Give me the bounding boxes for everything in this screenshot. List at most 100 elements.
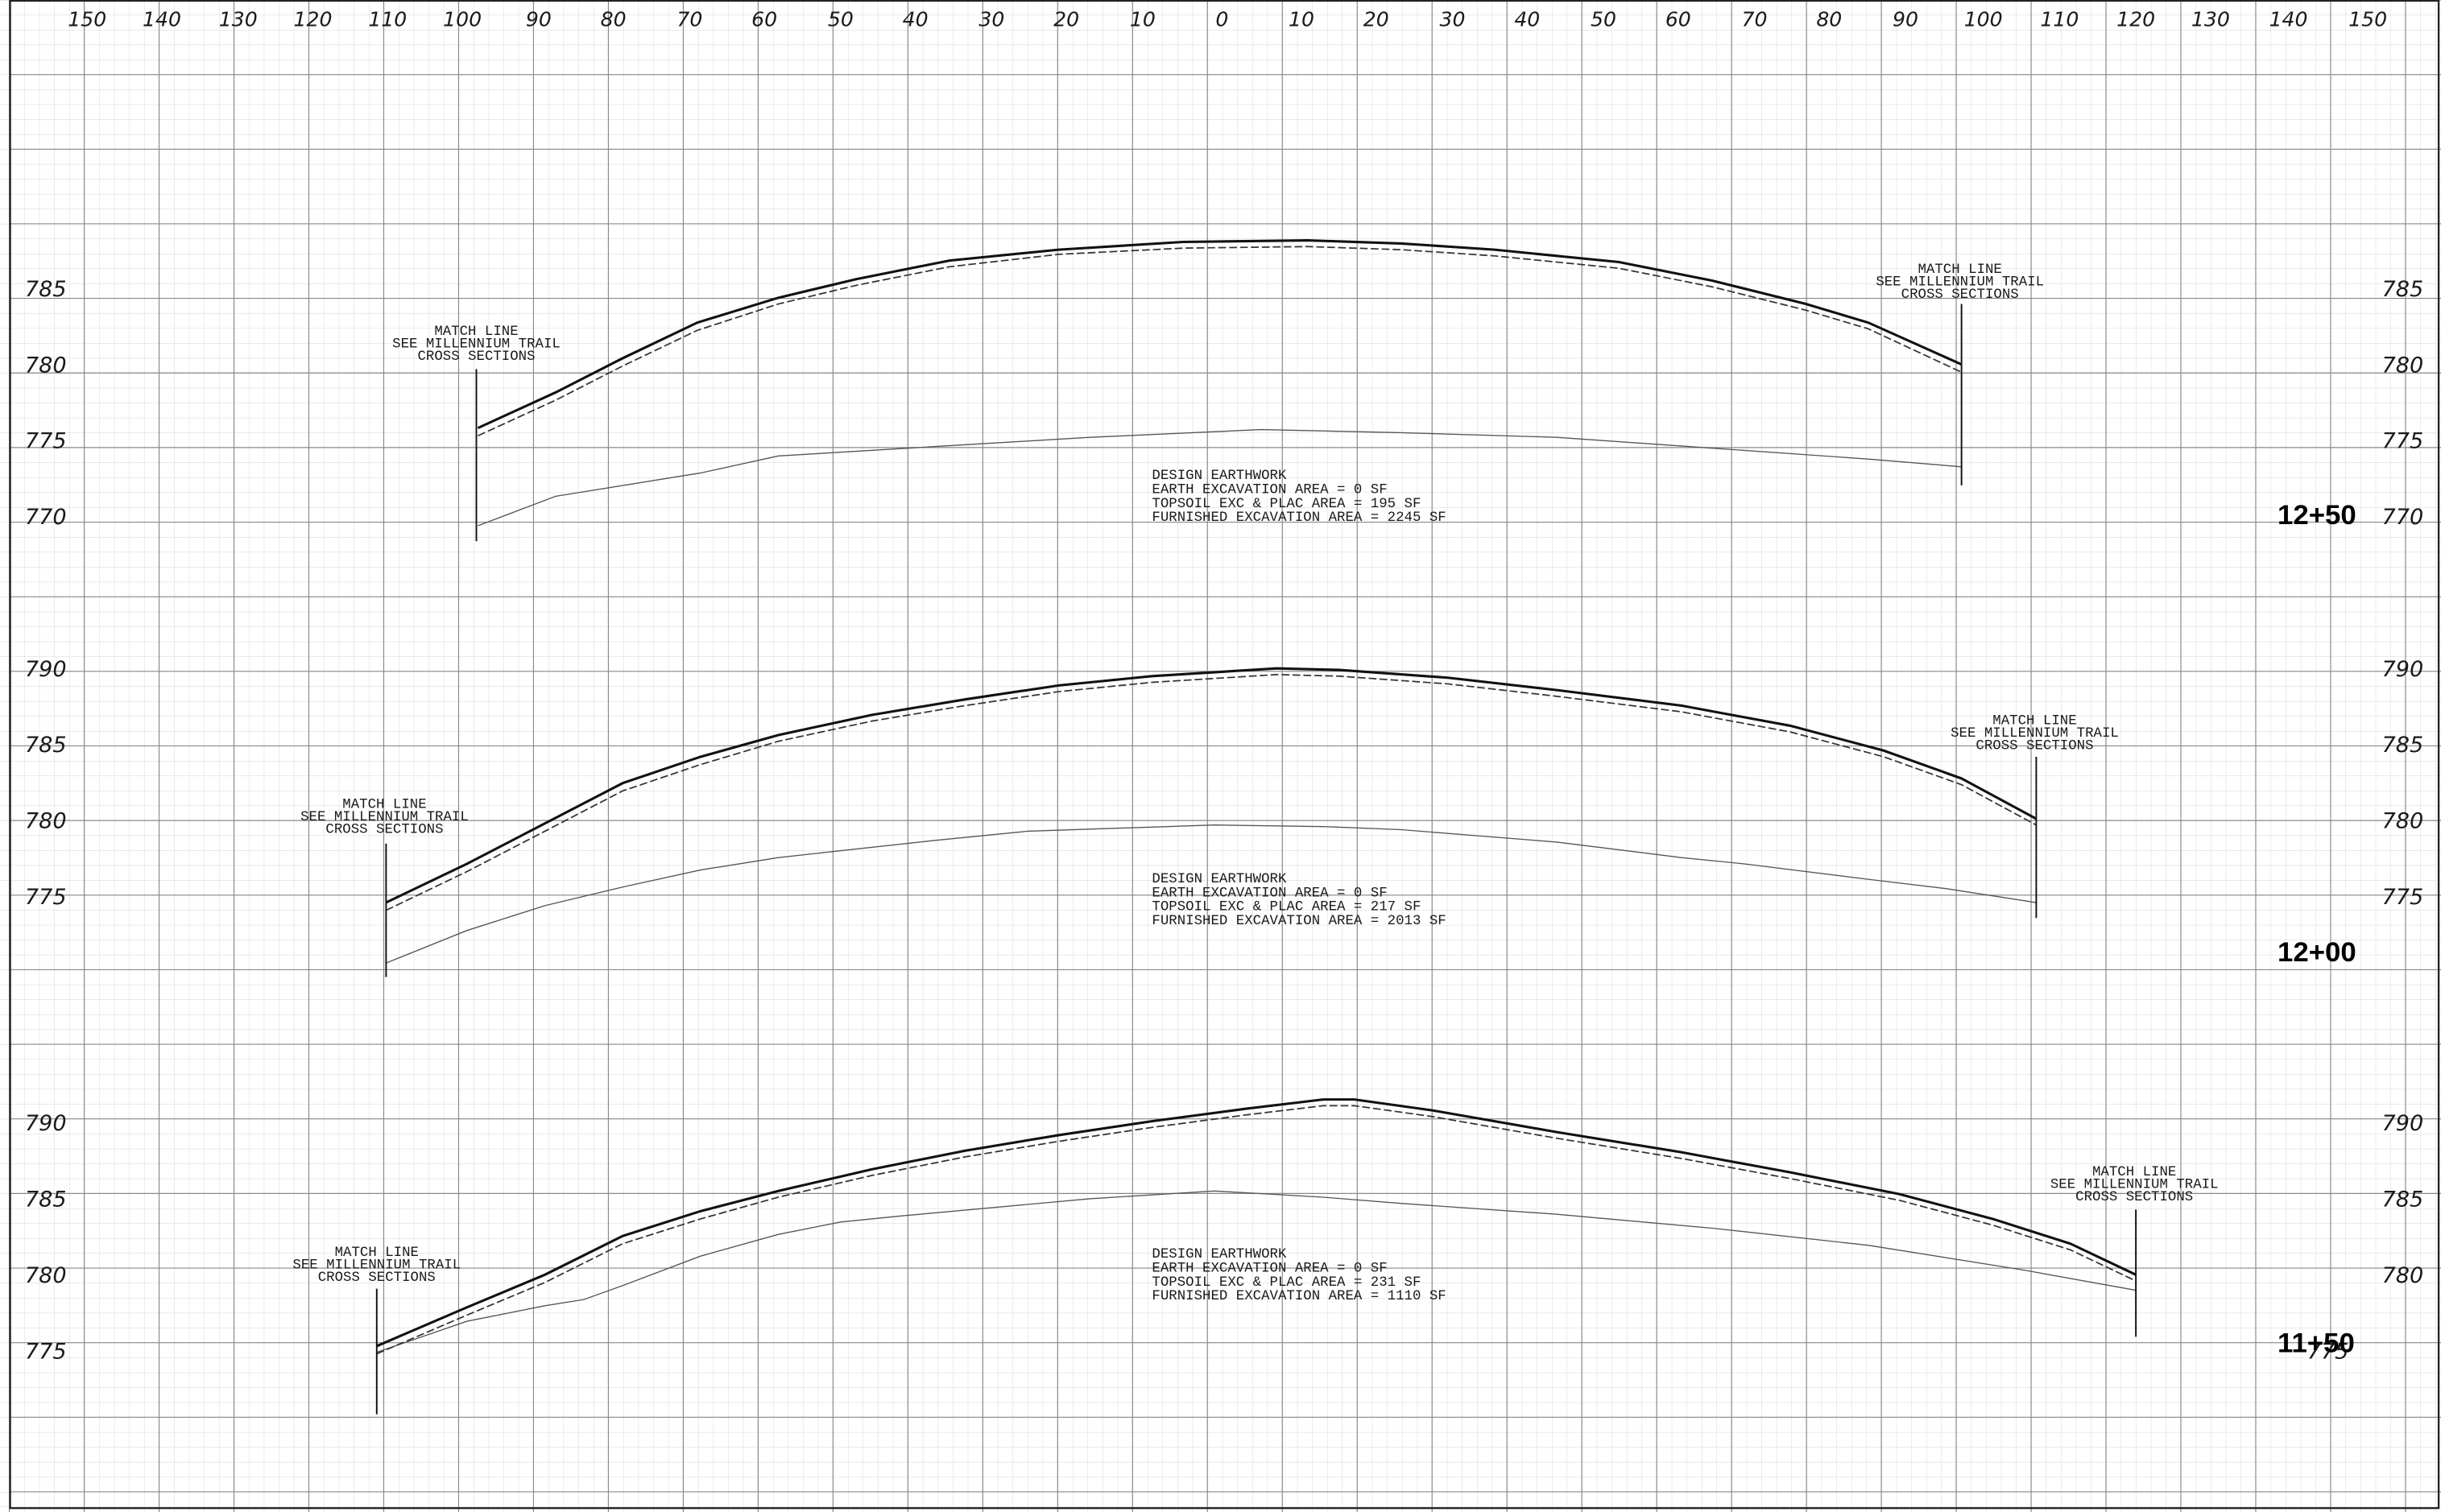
offset-label: 150 xyxy=(2348,8,2387,31)
offset-label: 140 xyxy=(143,8,181,31)
earthwork-note: TOPSOIL EXC & PLAC AREA = 195 SF xyxy=(1152,497,1421,512)
offset-label: 110 xyxy=(368,8,407,31)
elevation-label: 775 xyxy=(2382,885,2424,910)
match-line-label: SEE MILLENNIUM TRAIL xyxy=(2050,1177,2219,1192)
offset-label: 70 xyxy=(676,8,702,31)
station-label: 11+50 xyxy=(2278,1328,2355,1359)
elevation-label: 770 xyxy=(2382,505,2424,530)
elevation-label: 775 xyxy=(2382,429,2424,454)
match-line-label: MATCH LINE xyxy=(1992,714,2076,729)
proposed-grade-line xyxy=(477,239,1963,430)
offset-labels: 150 140 130 120 110 100 90 80 70 60 50 4… xyxy=(68,8,2387,31)
offset-label: 30 xyxy=(978,8,1004,31)
section-11-50: 790 785 780 775 790 785 780 775 MATCH LI… xyxy=(25,1098,2424,1415)
offset-label: 150 xyxy=(68,8,106,31)
elevation-label: 785 xyxy=(2382,1188,2424,1212)
offset-label: 0 xyxy=(1215,8,1228,31)
offset-label: 130 xyxy=(219,8,258,31)
offset-label: 50 xyxy=(1591,8,1616,31)
offset-label: 70 xyxy=(1742,8,1768,31)
elevation-label: 780 xyxy=(25,353,67,378)
elevation-label: 790 xyxy=(2382,1111,2424,1136)
proposed-grade-subgrade-line xyxy=(478,246,1962,437)
match-line-label: CROSS SECTIONS xyxy=(2075,1190,2193,1205)
offset-label: 10 xyxy=(1289,8,1314,31)
match-line-label: SEE MILLENNIUM TRAIL xyxy=(300,810,469,825)
elevation-label: 785 xyxy=(25,733,67,758)
proposed-grade-line xyxy=(376,1098,2137,1348)
elevation-label: 775 xyxy=(25,429,67,454)
offset-label: 60 xyxy=(751,8,777,31)
offset-label: 30 xyxy=(1440,8,1466,31)
proposed-grade-subgrade-line xyxy=(376,1105,2137,1355)
section-12-00: 790 785 780 775 790 785 780 775 MATCH LI… xyxy=(25,657,2423,977)
match-line-label: MATCH LINE xyxy=(335,1246,419,1261)
earthwork-note: EARTH EXCAVATION AREA = 0 SF xyxy=(1152,483,1387,498)
earthwork-note: EARTH EXCAVATION AREA = 0 SF xyxy=(1152,1261,1387,1276)
offset-label: 60 xyxy=(1665,8,1691,31)
section-12-50: 785 780 775 770 785 780 775 770 MATCH LI… xyxy=(25,239,2424,542)
offset-label: 40 xyxy=(1514,8,1540,31)
elevation-label: 790 xyxy=(25,1111,67,1136)
elevation-label: 785 xyxy=(2382,733,2424,758)
earthwork-note: FURNISHED EXCAVATION AREA = 2245 SF xyxy=(1152,510,1446,526)
elevation-label: 780 xyxy=(25,1263,67,1288)
elevation-label: 780 xyxy=(25,809,67,834)
elevation-label: 780 xyxy=(2382,353,2424,378)
elevation-label: 770 xyxy=(25,505,67,530)
earthwork-note: FURNISHED EXCAVATION AREA = 1110 SF xyxy=(1152,1289,1446,1304)
earthwork-note: DESIGN EARTHWORK xyxy=(1152,1247,1287,1262)
earthwork-note: DESIGN EARTHWORK xyxy=(1152,469,1287,484)
offset-label: 100 xyxy=(1964,8,2003,31)
match-line-label: CROSS SECTIONS xyxy=(325,822,443,837)
elevation-label: 790 xyxy=(2382,657,2424,682)
earthwork-note: EARTH EXCAVATION AREA = 0 SF xyxy=(1152,886,1387,901)
offset-label: 90 xyxy=(1893,8,1918,31)
offset-label: 110 xyxy=(2040,8,2079,31)
existing-ground-line xyxy=(386,824,2037,964)
elevation-label: 785 xyxy=(25,277,67,302)
proposed-grade-line xyxy=(385,667,2038,904)
elevation-label: 785 xyxy=(25,1188,67,1212)
elevation-label: 790 xyxy=(25,657,67,682)
earthwork-note: DESIGN EARTHWORK xyxy=(1152,872,1287,887)
elevation-label: 780 xyxy=(2382,1263,2424,1288)
offset-label: 120 xyxy=(2116,8,2155,31)
existing-ground-line xyxy=(478,428,1962,527)
earthwork-note: FURNISHED EXCAVATION AREA = 2013 SF xyxy=(1152,914,1446,929)
match-line-label: CROSS SECTIONS xyxy=(318,1270,436,1286)
match-line-label: SEE MILLENNIUM TRAIL xyxy=(292,1258,461,1274)
existing-ground-line xyxy=(376,1190,2137,1353)
offset-label: 10 xyxy=(1130,8,1156,31)
elevation-label: 785 xyxy=(2382,277,2424,302)
elevation-label: 775 xyxy=(25,1339,67,1364)
offset-label: 130 xyxy=(2191,8,2230,31)
match-line-label: MATCH LINE xyxy=(434,324,518,340)
offset-label: 140 xyxy=(2269,8,2308,31)
match-line-label: MATCH LINE xyxy=(1918,262,2002,278)
sheet-border xyxy=(9,0,2440,1510)
offset-label: 120 xyxy=(294,8,333,31)
offset-label: 40 xyxy=(903,8,929,31)
match-line-label: SEE MILLENNIUM TRAIL xyxy=(392,337,561,352)
match-line-label: SEE MILLENNIUM TRAIL xyxy=(1876,275,2044,290)
offset-label: 90 xyxy=(526,8,552,31)
elevation-label: 775 xyxy=(25,885,67,910)
offset-label: 80 xyxy=(601,8,627,31)
match-line-label: MATCH LINE xyxy=(342,798,426,813)
offset-label: 20 xyxy=(1363,8,1389,31)
station-label: 12+50 xyxy=(2278,500,2356,531)
earthwork-note: TOPSOIL EXC & PLAC AREA = 231 SF xyxy=(1152,1275,1421,1291)
elevation-label: 775 xyxy=(2307,1339,2349,1364)
offset-label: 20 xyxy=(1053,8,1079,31)
match-line-label: SEE MILLENNIUM TRAIL xyxy=(1951,726,2119,742)
match-line-label: MATCH LINE xyxy=(2092,1165,2176,1180)
station-label: 12+00 xyxy=(2278,937,2356,968)
match-line-label: CROSS SECTIONS xyxy=(1901,287,2019,303)
offset-label: 50 xyxy=(828,8,854,31)
offset-label: 100 xyxy=(443,8,482,31)
earthwork-note: TOPSOIL EXC & PLAC AREA = 217 SF xyxy=(1152,900,1421,915)
proposed-grade-subgrade-line xyxy=(386,674,2037,911)
